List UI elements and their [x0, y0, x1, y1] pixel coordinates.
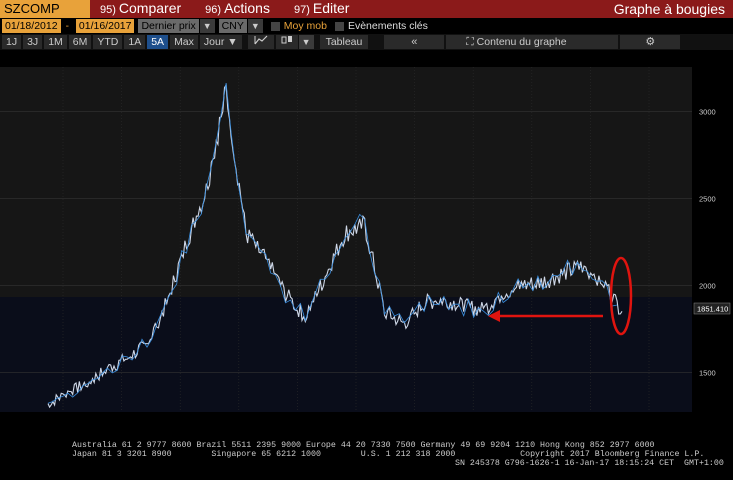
annotation-circle: [609, 256, 633, 336]
line-chart-icon[interactable]: [247, 35, 274, 49]
period-1a-button[interactable]: 1A: [124, 35, 146, 49]
tableau-button[interactable]: Tableau: [319, 35, 369, 49]
last-price-tag: 1851.410: [693, 302, 731, 315]
price-chart[interactable]: SepDécMarJunSepDécMarJunSepDécMar2014201…: [0, 52, 733, 417]
page-title: Graphe à bougies: [613, 1, 733, 17]
edit-menu-number: 97): [293, 4, 310, 16]
period-ytd-button[interactable]: YTD: [93, 35, 123, 49]
edit-menu-label: Editer: [312, 0, 350, 16]
currency-dropdown-icon[interactable]: ▼: [247, 19, 263, 33]
compare-menu-label: Comparer: [118, 0, 182, 16]
actions-menu-number: 96): [205, 4, 222, 16]
chart-content-label: Contenu du graphe: [476, 36, 567, 48]
evenements-label: Evènements clés: [347, 20, 428, 32]
y-tick-label: 3000: [699, 108, 716, 117]
period-1j-button[interactable]: 1J: [2, 35, 22, 49]
actions-menu-label: Actions: [224, 0, 270, 16]
footer-line-2: Japan 81 3 3201 8900 Singapore 65 6212 1…: [72, 450, 705, 459]
date-controls-row: 01/18/2012 - 01/16/2017 Dernier prix ▼ C…: [0, 18, 733, 34]
annotation-arrow-head: [488, 310, 500, 322]
date-separator: -: [65, 20, 69, 32]
moy-mob-checkbox[interactable]: [270, 21, 280, 31]
price-series-highlight: [47, 83, 618, 404]
collapse-panel-button[interactable]: «: [384, 35, 445, 49]
compare-menu-number: 95): [100, 4, 116, 16]
y-tick-label: 2500: [699, 195, 716, 204]
footer-info: Australia 61 2 9777 8600 Brazil 5511 239…: [0, 441, 733, 468]
chart-type-dropdown-icon[interactable]: ▼: [298, 35, 314, 49]
period-toolbar: 1J 3J 1M 6M YTD 1A 5A Max Jour ▼ ▼ Table…: [0, 34, 733, 50]
chart-content-icon: ⛶: [466, 36, 477, 48]
y-tick-label: 1500: [699, 368, 716, 377]
period-3j-button[interactable]: 3J: [23, 35, 43, 49]
evenements-checkbox[interactable]: [334, 21, 344, 31]
frequency-select[interactable]: Jour ▼: [199, 35, 242, 49]
y-tick-label: 2000: [699, 281, 716, 290]
y-axis-labels: 1500 2000 2500 3000: [699, 108, 716, 378]
upper-plot-band: [0, 67, 692, 297]
footer-line-3: SN 245378 G796-1626-1 16-Jan-17 18:15:24…: [455, 459, 724, 468]
currency-select[interactable]: CNY: [218, 19, 247, 33]
chart-grid: [0, 67, 692, 412]
footer-line-1: Australia 61 2 9777 8600 Brazil 5511 239…: [72, 441, 655, 450]
last-price-label: 1851.410: [697, 305, 728, 314]
period-1m-button[interactable]: 1M: [44, 35, 67, 49]
edit-menu[interactable]: 97) Editer: [284, 0, 363, 19]
period-max-button[interactable]: Max: [170, 35, 198, 49]
ticker-input[interactable]: SZCOMP Index: [0, 0, 90, 34]
start-date-field[interactable]: 01/18/2012: [2, 19, 61, 33]
chart-content-button[interactable]: ⛶ Contenu du graphe: [446, 35, 619, 49]
end-date-field[interactable]: 01/16/2017: [75, 19, 135, 33]
settings-gear-icon[interactable]: ⚙: [620, 35, 681, 49]
candlestick-icon[interactable]: [275, 35, 298, 49]
compare-menu[interactable]: 95) Comparer: [90, 0, 195, 19]
moy-mob-label: Moy mob: [283, 20, 327, 32]
top-menu-bar: SZCOMP Index 95)Comparer 96)Actions 97)E…: [0, 0, 733, 34]
price-field-select[interactable]: Dernier prix: [138, 19, 199, 33]
price-field-dropdown-icon[interactable]: ▼: [199, 19, 215, 33]
period-5a-button[interactable]: 5A: [147, 35, 169, 49]
period-6m-button[interactable]: 6M: [68, 35, 92, 49]
lower-plot-band: [0, 297, 692, 412]
actions-menu[interactable]: 96) Actions: [195, 0, 284, 19]
